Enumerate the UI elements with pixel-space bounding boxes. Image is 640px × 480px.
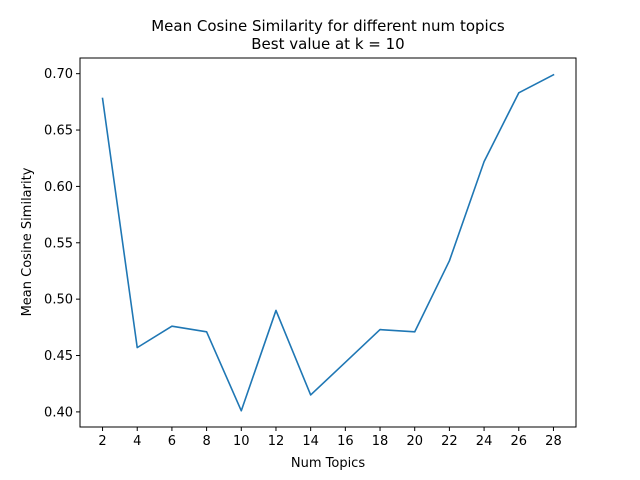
x-tick-label: 4 <box>133 434 141 449</box>
chart-title: Mean Cosine Similarity for different num… <box>151 17 505 35</box>
x-tick-label: 22 <box>441 434 458 449</box>
x-tick-label: 8 <box>202 434 210 449</box>
x-tick-label: 6 <box>168 434 176 449</box>
y-tick-label: 0.40 <box>44 405 73 420</box>
axes-frame <box>79 57 577 428</box>
x-tick-label: 12 <box>268 434 285 449</box>
plot-area <box>101 73 555 412</box>
y-tick-label: 0.55 <box>44 236 73 251</box>
y-tick-label: 0.50 <box>44 293 73 308</box>
y-tick-label: 0.45 <box>44 349 73 364</box>
y-axis-label: Mean Cosine Similarity <box>20 167 35 316</box>
x-tick-label: 2 <box>98 434 106 449</box>
x-axis-label: Num Topics <box>291 456 365 471</box>
x-tick-label: 24 <box>476 434 493 449</box>
x-tick-label: 20 <box>406 434 423 449</box>
series-line-0 <box>101 73 555 412</box>
chart-subtitle: Best value at k = 10 <box>251 35 404 53</box>
x-tick-label: 14 <box>302 434 319 449</box>
y-axis-ticks: 0.40 0.45 0.50 0.55 0.60 0.65 0.70 <box>44 67 80 420</box>
x-tick-label: 26 <box>510 434 527 449</box>
y-tick-label: 0.60 <box>44 180 73 195</box>
x-tick-label: 28 <box>545 434 562 449</box>
x-tick-label: 10 <box>233 434 250 449</box>
x-tick-label: 18 <box>372 434 389 449</box>
x-tick-label: 16 <box>337 434 354 449</box>
x-axis-ticks: 2 4 6 8 10 12 14 16 18 20 22 24 26 28 <box>98 427 562 449</box>
y-tick-label: 0.65 <box>44 124 73 139</box>
y-tick-label: 0.70 <box>44 67 73 82</box>
